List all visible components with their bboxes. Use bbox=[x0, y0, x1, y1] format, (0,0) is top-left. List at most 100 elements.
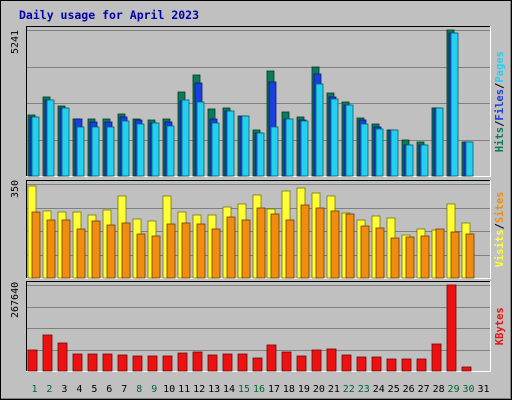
bar-sites-day-6 bbox=[106, 224, 116, 279]
x-tick-14: 14 bbox=[223, 384, 235, 395]
bar-kbytes-day-27 bbox=[416, 358, 427, 372]
bar-sites-day-16 bbox=[256, 207, 266, 279]
bar-sites-day-12 bbox=[196, 223, 206, 279]
legend-entry-visits-sites-0: Visits bbox=[494, 229, 506, 267]
bar-sites-day-11 bbox=[181, 222, 191, 279]
bar-kbytes-day-5 bbox=[87, 353, 98, 372]
bar-pages-day-21 bbox=[330, 98, 339, 177]
x-tick-10: 10 bbox=[163, 384, 175, 395]
bar-pages-day-3 bbox=[61, 107, 70, 177]
legend-kbytes: KBytes bbox=[494, 307, 506, 345]
bar-sites-day-2 bbox=[46, 219, 56, 279]
bar-kbytes-day-18 bbox=[281, 351, 292, 372]
bar-pages-day-6 bbox=[106, 126, 115, 177]
x-tick-17: 17 bbox=[268, 384, 280, 395]
bar-sites-day-4 bbox=[76, 228, 86, 279]
legend-entry-hits-files-pages-1: / bbox=[494, 121, 506, 127]
bar-pages-day-19 bbox=[300, 120, 309, 177]
x-tick-5: 5 bbox=[91, 384, 97, 395]
bar-kbytes-day-11 bbox=[177, 352, 188, 372]
x-tick-19: 19 bbox=[298, 384, 310, 395]
bar-sites-day-1 bbox=[31, 211, 41, 279]
bar-pages-day-8 bbox=[136, 123, 145, 177]
bar-sites-day-10 bbox=[166, 223, 176, 279]
bar-sites-day-24 bbox=[375, 227, 385, 279]
bar-sites-day-3 bbox=[61, 219, 71, 279]
bar-pages-day-18 bbox=[285, 118, 294, 177]
bar-kbytes-day-15 bbox=[237, 353, 248, 372]
x-tick-25: 25 bbox=[388, 384, 400, 395]
y-max-label-hits: 5241 bbox=[10, 30, 21, 54]
bar-kbytes-day-3 bbox=[57, 342, 68, 372]
bar-kbytes-day-26 bbox=[401, 358, 412, 372]
bar-kbytes-day-19 bbox=[296, 355, 307, 372]
bar-kbytes-day-20 bbox=[311, 349, 322, 372]
legend-entry-visits-sites-2: Sites bbox=[494, 192, 506, 224]
bar-kbytes-day-12 bbox=[192, 351, 203, 372]
chart-title: Daily usage for April 2023 bbox=[19, 8, 199, 22]
x-tick-8: 8 bbox=[136, 384, 142, 395]
bar-sites-day-7 bbox=[121, 222, 131, 279]
x-tick-7: 7 bbox=[121, 384, 127, 395]
bar-sites-day-19 bbox=[300, 204, 310, 279]
x-tick-21: 21 bbox=[328, 384, 340, 395]
legend-entry-hits-files-pages-4: Pages bbox=[494, 51, 506, 83]
x-tick-11: 11 bbox=[178, 384, 190, 395]
bar-pages-day-14 bbox=[226, 110, 235, 177]
bar-pages-day-28 bbox=[435, 107, 444, 177]
y-max-label-visits: 350 bbox=[10, 180, 21, 198]
legend-entry-visits-sites-1: / bbox=[494, 223, 506, 229]
bar-kbytes-day-30 bbox=[461, 366, 472, 372]
bar-kbytes-day-13 bbox=[207, 354, 218, 372]
bar-kbytes-day-29 bbox=[446, 284, 457, 372]
bar-kbytes-day-25 bbox=[386, 358, 397, 372]
x-tick-4: 4 bbox=[76, 384, 82, 395]
bar-pages-day-5 bbox=[91, 126, 100, 177]
x-tick-2: 2 bbox=[46, 384, 52, 395]
x-tick-28: 28 bbox=[433, 384, 445, 395]
bar-pages-day-25 bbox=[390, 129, 399, 177]
x-tick-1: 1 bbox=[31, 384, 37, 395]
bar-pages-day-24 bbox=[375, 128, 384, 177]
bars bbox=[27, 29, 475, 372]
bar-kbytes-day-7 bbox=[117, 354, 128, 372]
bar-kbytes-day-10 bbox=[162, 355, 173, 372]
bar-sites-day-20 bbox=[315, 207, 325, 279]
bar-sites-day-8 bbox=[136, 233, 146, 279]
x-tick-26: 26 bbox=[403, 384, 415, 395]
bar-sites-day-25 bbox=[390, 237, 400, 279]
bar-kbytes-day-8 bbox=[132, 355, 143, 372]
bar-sites-day-5 bbox=[91, 220, 101, 279]
bar-pages-day-16 bbox=[256, 132, 265, 177]
bar-sites-day-14 bbox=[226, 216, 236, 279]
bar-kbytes-day-1 bbox=[27, 349, 38, 372]
bar-pages-day-11 bbox=[181, 99, 190, 177]
bar-sites-day-26 bbox=[405, 236, 415, 279]
bar-kbytes-day-23 bbox=[356, 356, 367, 372]
bar-kbytes-day-22 bbox=[341, 354, 352, 372]
bar-sites-day-15 bbox=[241, 219, 251, 279]
x-tick-labels: 1 2 3 4 5 6 7 8 9 10 11 12 13 14 15 16 17 18 19 20 21 22 23 24 2… bbox=[31, 384, 489, 395]
bar-sites-day-9 bbox=[151, 235, 161, 279]
bar-kbytes-day-4 bbox=[72, 353, 83, 372]
bar-pages-day-22 bbox=[345, 104, 354, 177]
bar-kbytes-day-21 bbox=[326, 348, 337, 372]
x-tick-6: 6 bbox=[106, 384, 112, 395]
x-tick-12: 12 bbox=[193, 384, 205, 395]
x-tick-27: 27 bbox=[418, 384, 430, 395]
bar-pages-day-15 bbox=[241, 115, 250, 177]
bar-pages-day-23 bbox=[360, 123, 369, 177]
bar-kbytes-day-24 bbox=[371, 356, 382, 372]
bar-pages-day-29 bbox=[450, 32, 459, 177]
x-tick-16: 16 bbox=[253, 384, 265, 395]
bar-sites-day-29 bbox=[450, 231, 460, 279]
x-tick-3: 3 bbox=[61, 384, 67, 395]
x-tick-15: 15 bbox=[238, 384, 250, 395]
bar-sites-day-22 bbox=[345, 213, 355, 279]
legend-entry-hits-files-pages-2: Files bbox=[494, 89, 506, 121]
legend-entry-hits-files-pages-0: Hits bbox=[494, 127, 506, 152]
bar-sites-day-27 bbox=[420, 235, 430, 279]
bar-kbytes-day-28 bbox=[431, 343, 442, 372]
